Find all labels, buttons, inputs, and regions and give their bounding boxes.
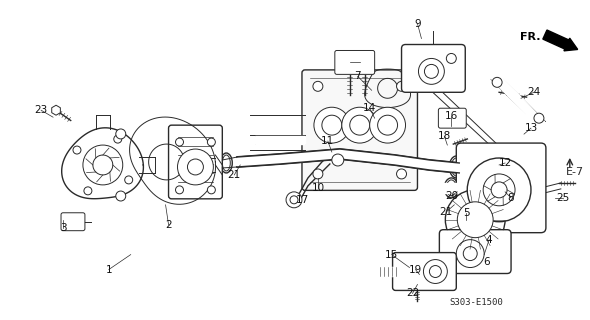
Circle shape (207, 138, 215, 146)
Text: 6: 6 (483, 257, 490, 267)
Circle shape (457, 202, 493, 238)
FancyBboxPatch shape (302, 70, 418, 190)
Polygon shape (255, 136, 305, 144)
FancyBboxPatch shape (440, 230, 511, 274)
Text: 13: 13 (525, 123, 537, 133)
Text: 11: 11 (321, 136, 335, 146)
Text: 3: 3 (60, 223, 66, 233)
Circle shape (84, 187, 92, 195)
Circle shape (313, 81, 323, 91)
Circle shape (370, 107, 405, 143)
Text: 1: 1 (106, 265, 112, 275)
Polygon shape (136, 157, 156, 173)
Text: 16: 16 (445, 111, 458, 121)
Text: 18: 18 (438, 131, 451, 141)
Circle shape (178, 149, 214, 185)
FancyBboxPatch shape (61, 213, 85, 231)
Text: 4: 4 (486, 235, 493, 245)
Text: 2: 2 (165, 220, 172, 230)
PathPatch shape (237, 149, 459, 173)
Text: 21: 21 (228, 170, 241, 180)
Circle shape (73, 146, 81, 154)
Circle shape (447, 53, 456, 63)
Circle shape (124, 176, 133, 184)
Text: 23: 23 (34, 105, 48, 115)
Circle shape (313, 169, 323, 179)
Circle shape (175, 186, 183, 194)
FancyBboxPatch shape (169, 125, 222, 199)
FancyArrow shape (543, 30, 578, 51)
Text: E-7: E-7 (566, 167, 584, 177)
Text: 19: 19 (409, 265, 422, 275)
Text: 24: 24 (527, 87, 540, 97)
FancyBboxPatch shape (335, 51, 375, 74)
Circle shape (492, 77, 502, 87)
Circle shape (467, 158, 531, 222)
Polygon shape (62, 128, 143, 199)
Text: 10: 10 (312, 183, 325, 193)
Circle shape (396, 169, 407, 179)
Text: 12: 12 (499, 158, 512, 168)
Text: 25: 25 (556, 193, 569, 203)
Circle shape (332, 154, 344, 166)
Text: 21: 21 (440, 207, 453, 217)
Text: 8: 8 (508, 193, 514, 203)
Circle shape (445, 190, 505, 250)
FancyBboxPatch shape (402, 44, 466, 92)
Text: S303-E1500: S303-E1500 (450, 298, 503, 307)
FancyBboxPatch shape (438, 108, 466, 128)
Circle shape (483, 174, 515, 206)
Circle shape (286, 192, 302, 208)
Circle shape (534, 113, 544, 123)
Circle shape (424, 260, 447, 284)
Text: 17: 17 (296, 195, 309, 205)
Text: 9: 9 (414, 19, 421, 28)
Circle shape (207, 186, 215, 194)
Text: 7: 7 (355, 71, 361, 81)
FancyBboxPatch shape (456, 143, 546, 233)
Text: 22: 22 (406, 288, 419, 299)
Polygon shape (376, 267, 398, 276)
Circle shape (114, 135, 122, 143)
Circle shape (342, 107, 378, 143)
Polygon shape (96, 113, 110, 132)
Circle shape (396, 81, 407, 91)
Circle shape (116, 129, 126, 139)
Text: 20: 20 (445, 191, 458, 201)
FancyBboxPatch shape (392, 252, 456, 291)
Text: 5: 5 (463, 208, 470, 218)
Polygon shape (52, 105, 60, 115)
Circle shape (83, 145, 123, 185)
Circle shape (418, 59, 444, 84)
Circle shape (116, 191, 126, 201)
Circle shape (456, 240, 484, 268)
Circle shape (175, 138, 183, 146)
Circle shape (314, 107, 350, 143)
Text: FR.: FR. (520, 32, 541, 42)
Text: 15: 15 (385, 250, 398, 260)
Text: 14: 14 (363, 103, 376, 113)
Polygon shape (491, 78, 545, 122)
Polygon shape (440, 183, 463, 193)
